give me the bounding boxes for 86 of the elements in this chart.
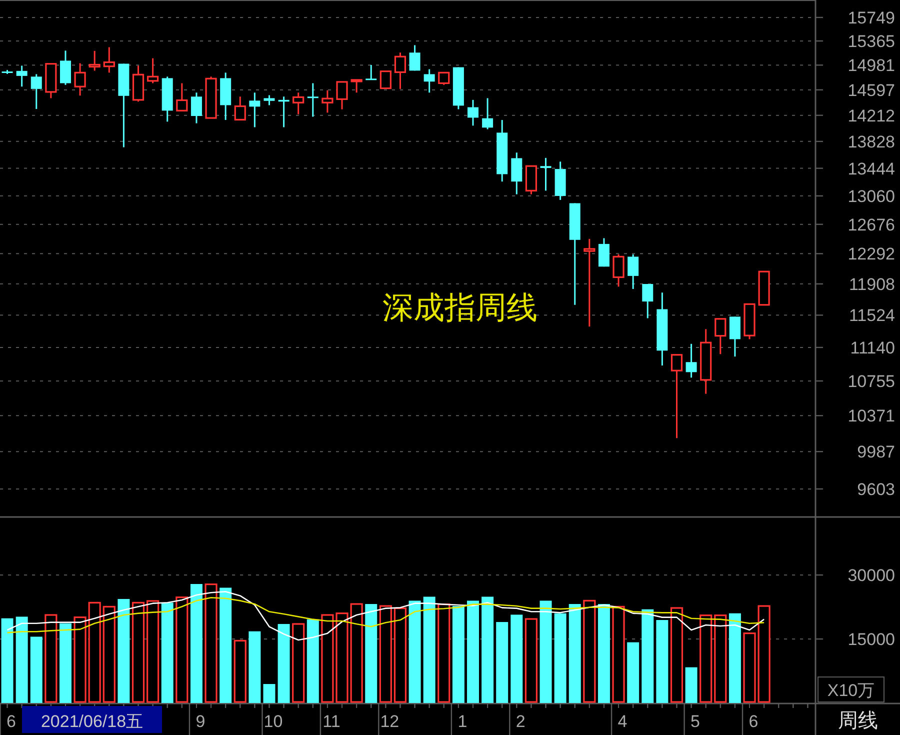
bar	[161, 602, 174, 703]
bar	[74, 616, 86, 703]
bar	[220, 588, 232, 703]
x-tick-label: 9	[196, 712, 206, 731]
bar	[44, 614, 58, 703]
bar	[466, 600, 479, 703]
line-series	[6, 590, 765, 641]
y-tick-label: 11140	[850, 338, 895, 358]
bar	[234, 640, 246, 703]
bar	[524, 618, 538, 703]
bar	[394, 607, 407, 703]
bar	[438, 604, 450, 703]
bar	[204, 584, 218, 703]
bar	[554, 613, 566, 703]
bar	[248, 631, 261, 703]
bar	[700, 614, 712, 703]
bar	[656, 620, 668, 703]
bar	[598, 604, 610, 703]
bar	[88, 602, 101, 703]
bar	[1, 618, 14, 703]
y-tick-label: 12292	[848, 244, 895, 264]
bar	[685, 667, 698, 703]
bar	[482, 596, 494, 703]
y-tick-label: 9987	[857, 442, 895, 462]
bar	[423, 596, 436, 703]
bar	[714, 614, 727, 703]
bar	[642, 609, 654, 703]
bar	[627, 642, 640, 703]
bar	[118, 598, 130, 703]
y-tick-label: 15000	[848, 630, 895, 649]
bar	[16, 616, 28, 703]
bar	[102, 606, 116, 703]
x-tick-label: 10	[264, 712, 283, 731]
y-tick-label: 14981	[848, 56, 895, 76]
y-tick-label: 12676	[848, 215, 895, 234]
bar	[350, 603, 363, 703]
line-series	[6, 597, 765, 634]
bar	[496, 622, 508, 703]
y-tick-label: 10371	[848, 406, 895, 426]
bar	[292, 623, 305, 703]
bar	[132, 602, 145, 703]
y-tick-label: 15365	[848, 32, 895, 51]
x-tick-label: 6	[6, 712, 16, 731]
bar	[190, 584, 202, 703]
x-tick-label: 2	[516, 712, 526, 731]
y-tick-label: 10755	[848, 372, 895, 391]
x-tick-label: 5	[690, 712, 700, 731]
y-tick-label: 13828	[848, 132, 895, 152]
bar	[278, 624, 290, 703]
annotation: 深成指周线	[382, 290, 538, 325]
text: 2021/06/18五	[40, 712, 144, 731]
bar	[743, 632, 756, 703]
y-tick-label: 13444	[848, 159, 895, 178]
x-tick-label: 11	[322, 712, 340, 731]
bar	[670, 607, 684, 703]
x-tick-label: 4	[618, 712, 628, 731]
bar	[510, 614, 523, 703]
bar	[379, 605, 392, 703]
y-tick-label: 30000	[848, 566, 895, 585]
bar	[365, 604, 378, 703]
bar	[176, 596, 188, 703]
bar	[568, 604, 581, 703]
y-tick-label: 14212	[848, 106, 895, 126]
bar	[612, 606, 625, 703]
y-tick-label: 11524	[848, 306, 895, 326]
bar	[540, 600, 552, 703]
bar	[263, 684, 276, 703]
bar	[452, 606, 464, 703]
x-tick-label: 1	[458, 712, 468, 731]
y-tick-label: 14597	[848, 80, 895, 100]
y-axis-title: X10万	[827, 681, 875, 700]
y-tick-label: 13060	[848, 186, 895, 206]
bar	[30, 636, 42, 703]
x-tick-label: 12	[380, 712, 400, 731]
bar	[306, 619, 319, 703]
bar	[728, 613, 741, 703]
bar	[59, 623, 72, 703]
bar	[146, 600, 160, 703]
bar	[758, 605, 770, 703]
text: 周线	[838, 710, 878, 732]
bar	[408, 600, 421, 703]
y-tick-label: 9603	[857, 480, 895, 499]
y-tick-label: 11908	[848, 274, 895, 294]
x-tick-label: 6	[748, 712, 758, 731]
bar	[583, 600, 596, 703]
y-tick-label: 15749	[848, 8, 895, 28]
